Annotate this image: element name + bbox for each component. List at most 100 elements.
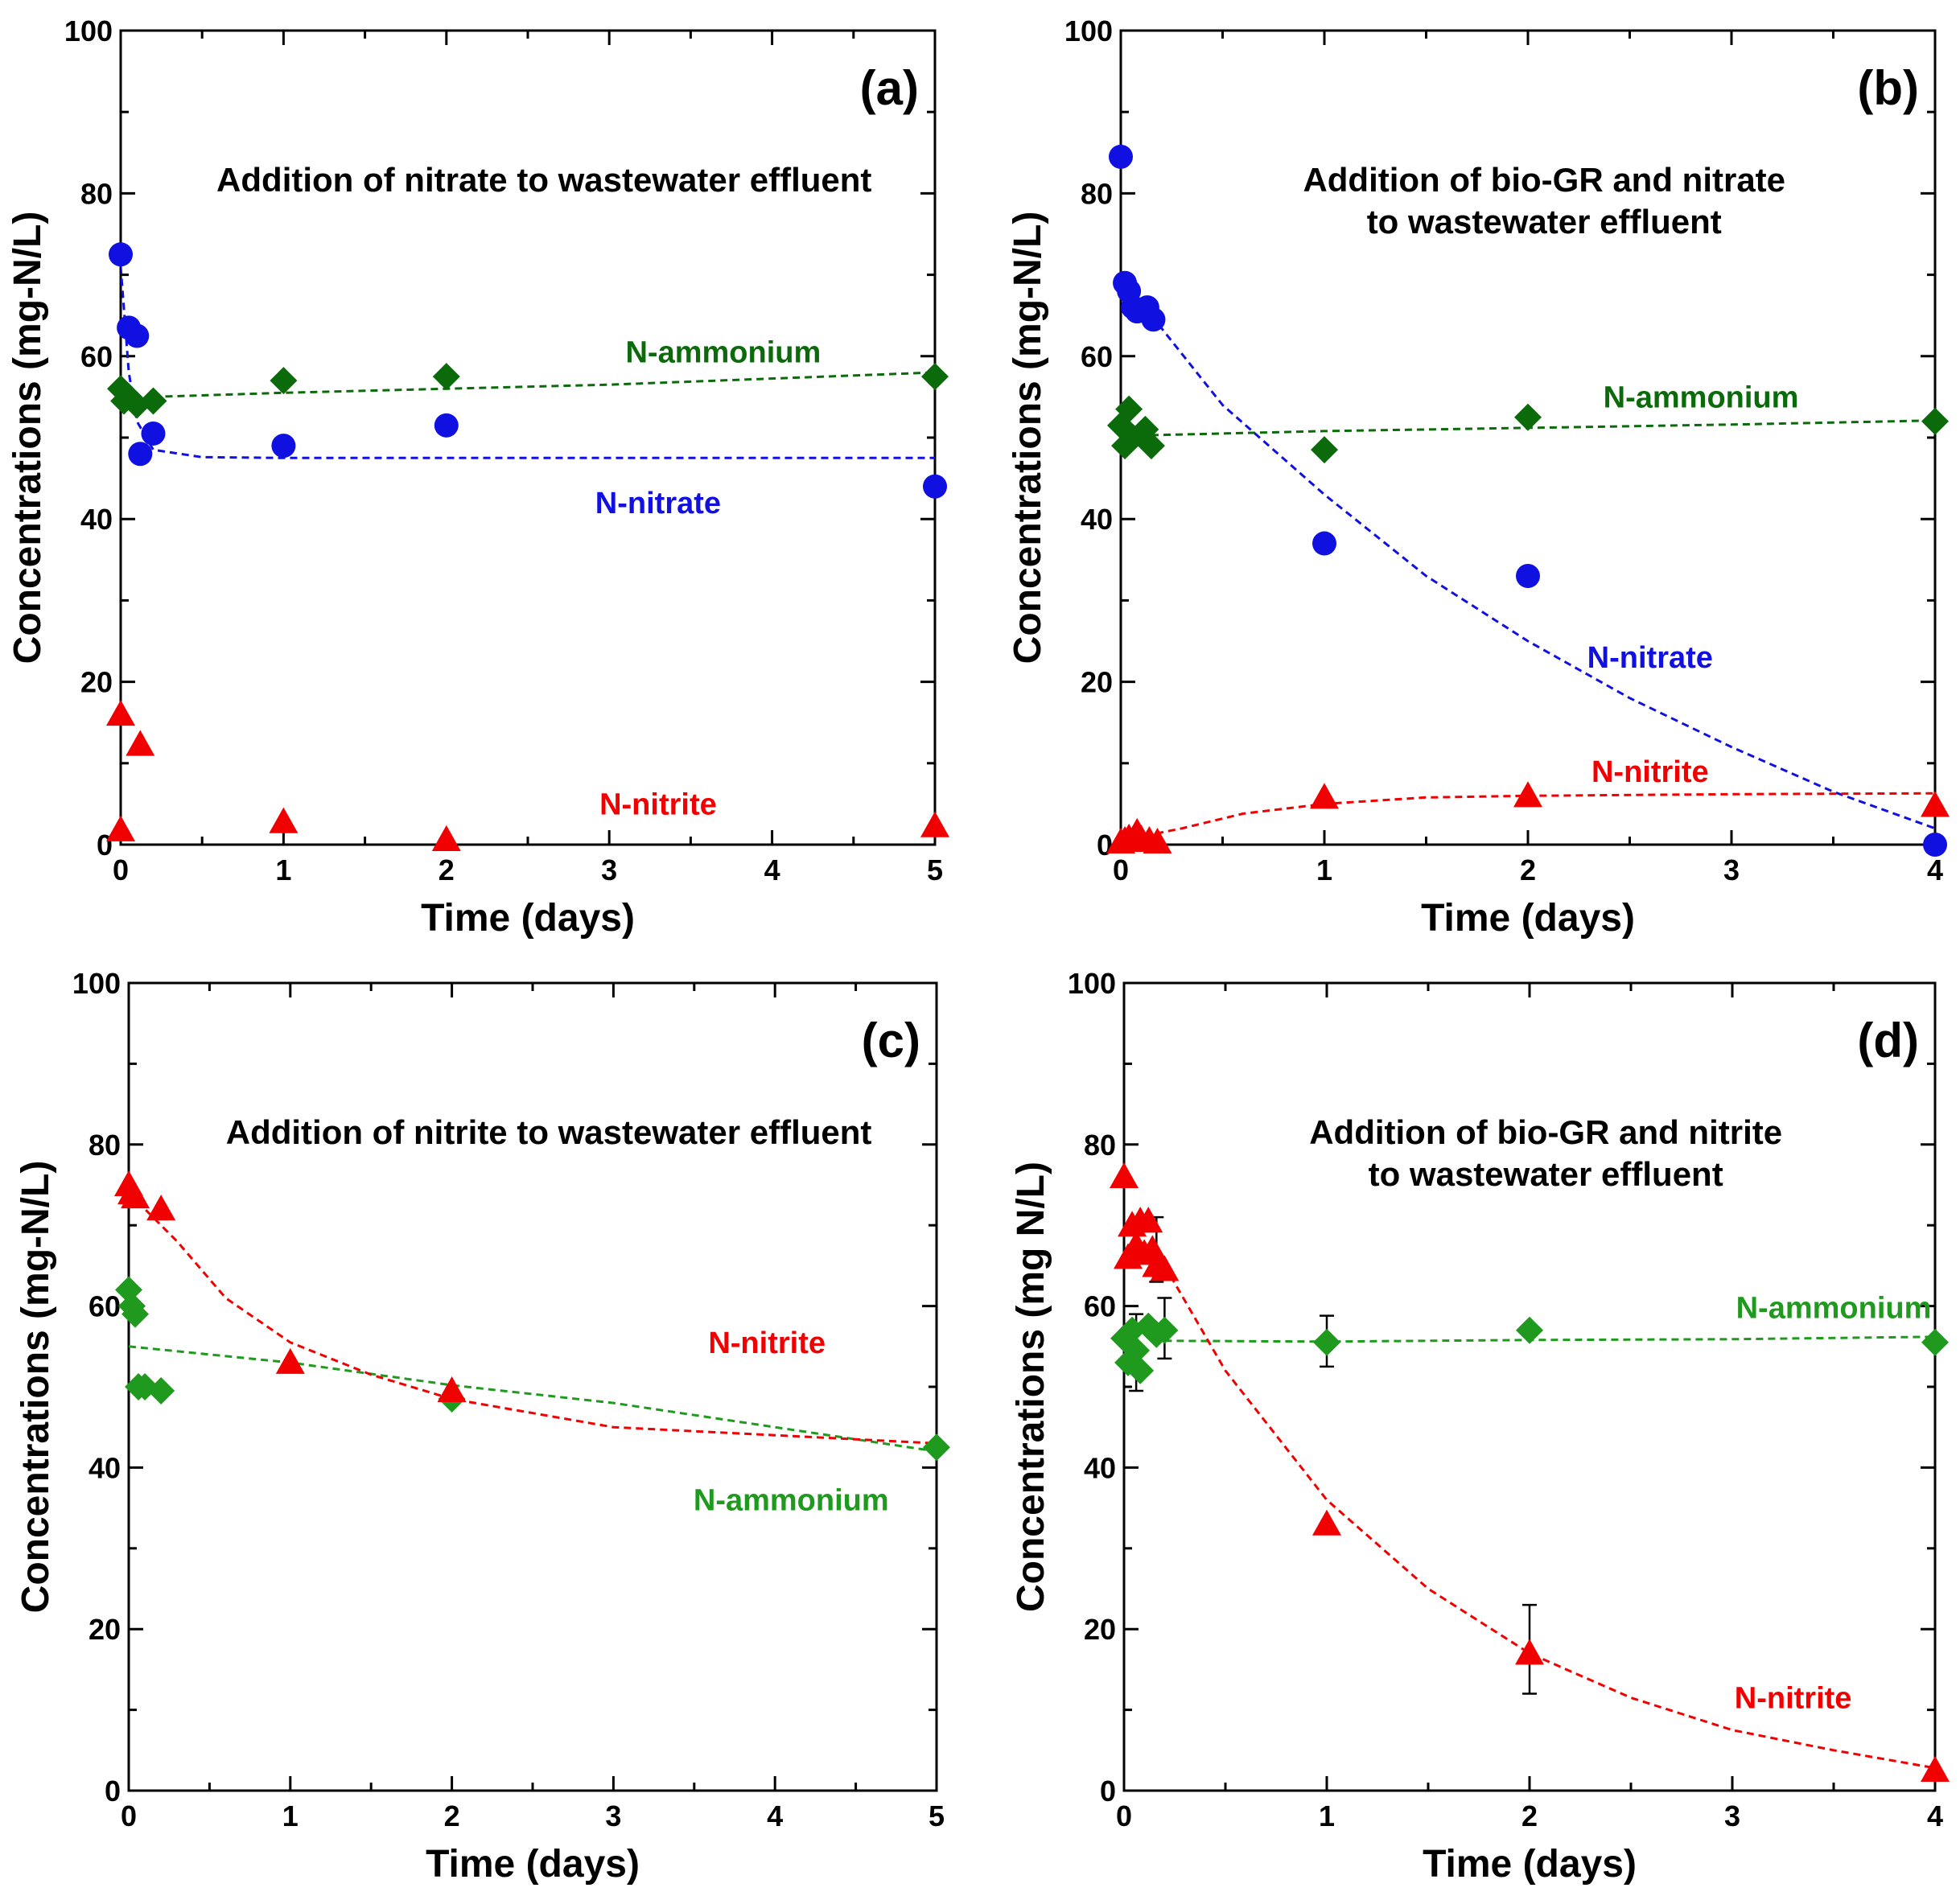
data-point-n-nitrite	[121, 1182, 150, 1209]
data-point-n-nitrite	[126, 730, 155, 756]
data-point-n-nitrite	[1110, 1162, 1139, 1188]
series-label-n-ammonium: N-ammonium	[625, 336, 821, 370]
x-tick-label: 3	[605, 1799, 621, 1832]
data-point-n-ammonium	[923, 1433, 950, 1462]
x-tick-label: 2	[1521, 1799, 1538, 1832]
series-label-n-nitrite: N-nitrite	[599, 788, 717, 821]
x-tick-label: 3	[1723, 853, 1740, 886]
y-tick-label: 80	[1084, 1129, 1116, 1162]
x-tick-label: 2	[444, 1799, 460, 1832]
y-axis-title: Concentrations (mg-N/L)	[1007, 212, 1049, 664]
series-label-n-ammonium: N-ammonium	[694, 1484, 889, 1518]
data-point-n-ammonium	[1516, 1316, 1543, 1344]
series-label-n-nitrate: N-nitrate	[595, 487, 721, 520]
x-tick-label: 0	[1113, 853, 1129, 886]
y-tick-label: 80	[89, 1129, 121, 1162]
x-tick-label: 3	[1724, 1799, 1740, 1832]
data-point-n-nitrate	[271, 434, 296, 459]
data-point-n-ammonium	[1137, 432, 1165, 460]
y-tick-label: 40	[80, 503, 113, 536]
data-point-n-nitrite	[146, 1195, 176, 1221]
y-tick-label: 0	[1100, 1775, 1116, 1808]
fit-curve-n-ammonium	[1164, 1335, 1935, 1343]
data-point-n-ammonium	[1311, 436, 1338, 464]
data-point-n-nitrite	[1138, 1235, 1167, 1261]
x-tick-label: 1	[1319, 1799, 1335, 1832]
data-point-n-nitrite	[1150, 1255, 1180, 1281]
y-axis-title: Concentrations (mg-N/L)	[14, 1161, 57, 1614]
data-point-n-ammonium	[1921, 1328, 1949, 1356]
fit-curve-n-nitrate	[121, 266, 935, 459]
data-point-n-nitrite	[106, 815, 135, 841]
series-label-n-nitrite: N-nitrite	[708, 1326, 826, 1360]
y-tick-label: 60	[1081, 340, 1113, 373]
annotation-title-line: Addition of bio-GR and nitrate	[1303, 161, 1785, 199]
plot-frame	[119, 29, 937, 846]
panel-label: (c)	[862, 1014, 920, 1067]
y-tick-label: 20	[80, 666, 113, 699]
data-point-n-nitrite	[275, 1347, 305, 1374]
data-point-n-ammonium	[121, 1300, 150, 1328]
data-point-n-nitrite	[1513, 781, 1542, 808]
x-tick-label: 4	[1927, 1799, 1943, 1832]
plot-frame	[1119, 29, 1937, 846]
series-label-n-ammonium: N-ammonium	[1604, 380, 1799, 414]
x-axis-title: Time (days)	[426, 1843, 640, 1886]
data-point-n-ammonium	[432, 363, 460, 391]
y-tick-label: 80	[1081, 177, 1113, 210]
data-point-n-ammonium	[1313, 1328, 1340, 1356]
x-tick-label: 3	[601, 853, 617, 886]
x-tick-label: 2	[1520, 853, 1536, 886]
x-axis-title: Time (days)	[421, 897, 635, 940]
data-point-n-nitrate	[125, 323, 150, 348]
data-point-n-ammonium	[921, 363, 949, 391]
data-point-n-ammonium	[1514, 403, 1542, 431]
x-tick-label: 0	[113, 853, 129, 886]
annotation-title-line: to wastewater effluent	[1369, 1155, 1723, 1193]
annotation-title-line: Addition of nitrite to wastewater efflue…	[226, 1113, 872, 1151]
y-tick-label: 20	[1084, 1613, 1116, 1646]
y-tick-label: 60	[80, 340, 113, 373]
y-tick-label: 0	[97, 829, 113, 862]
x-tick-label: 1	[282, 1799, 299, 1832]
data-point-n-nitrite	[1515, 1639, 1544, 1665]
data-point-n-nitrite	[106, 700, 135, 726]
series-label-n-nitrate: N-nitrate	[1587, 641, 1713, 675]
y-tick-label: 100	[72, 967, 121, 1000]
x-tick-label: 2	[439, 853, 455, 886]
x-axis-title: Time (days)	[1421, 897, 1635, 940]
data-point-n-nitrate	[1923, 833, 1947, 857]
y-tick-label: 100	[1068, 967, 1116, 1000]
y-axis-title: Concentrations (mg-N/L)	[6, 212, 49, 664]
series-label-n-nitrite: N-nitrite	[1735, 1682, 1852, 1716]
data-point-n-nitrate	[109, 242, 133, 267]
chart-panel-1: 0 1 2 3 4 5 0 20 40 60 80 100 Time (days) Concentrati…	[6, 14, 949, 940]
panel-label: (b)	[1857, 61, 1919, 115]
series-label-n-ammonium: N-ammonium	[1736, 1292, 1932, 1326]
y-tick-label: 100	[1064, 14, 1113, 47]
data-point-n-ammonium	[147, 1377, 175, 1405]
data-point-n-ammonium	[1151, 1316, 1179, 1344]
y-tick-label: 20	[89, 1613, 121, 1646]
annotation-title-line: to wastewater effluent	[1367, 203, 1722, 241]
data-point-n-nitrate	[923, 474, 947, 499]
data-point-n-nitrate	[141, 421, 166, 446]
fit-curve-n-nitrate	[1150, 315, 1935, 830]
data-point-n-nitrite	[269, 807, 299, 833]
y-tick-label: 0	[1097, 829, 1113, 862]
x-axis-title: Time (days)	[1423, 1843, 1637, 1886]
panel-label: (d)	[1857, 1014, 1919, 1067]
data-point-n-ammonium	[270, 367, 298, 395]
x-tick-label: 5	[927, 853, 943, 886]
y-tick-label: 60	[1084, 1290, 1116, 1323]
x-tick-label: 0	[121, 1799, 137, 1832]
data-point-n-nitrite	[1312, 1509, 1341, 1536]
y-tick-label: 20	[1081, 666, 1113, 699]
panel-label: (a)	[860, 61, 919, 115]
data-point-n-ammonium	[1115, 395, 1143, 423]
x-tick-label: 4	[764, 853, 780, 886]
fit-curve-n-nitrite	[129, 1191, 937, 1445]
fit-curve-n-ammonium	[153, 371, 935, 398]
